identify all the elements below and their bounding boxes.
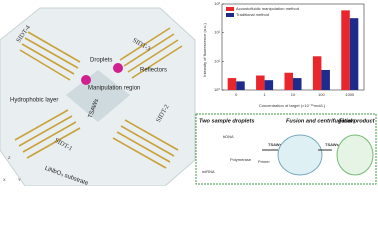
droplet xyxy=(113,63,123,73)
bar xyxy=(341,10,350,90)
legend-label: Acoustofluidic manipulation method xyxy=(236,6,299,11)
droplet xyxy=(277,134,323,176)
label: Manipulation region xyxy=(88,86,140,92)
y-tick-label: 10⁰ xyxy=(214,87,220,92)
y-tick-label: 10³ xyxy=(214,1,220,6)
bar xyxy=(256,75,265,90)
step: Two sample droplets xyxy=(199,118,254,124)
device-diagram: SIDT-4 SIDT-3 SIDT-2 SIDT-1 Droplets Ref… xyxy=(0,7,196,186)
legend-swatch xyxy=(226,13,234,17)
panel-border xyxy=(195,113,377,185)
x-axis-label: Concentration of target (×10⁻¹⁵mol/L) xyxy=(259,103,326,108)
step: Final product xyxy=(339,118,376,124)
axis-label: Z xyxy=(8,155,11,160)
legend-swatch xyxy=(226,7,234,11)
species: bDNA xyxy=(223,134,234,139)
bar xyxy=(293,78,302,90)
x-tick-label: 1 xyxy=(263,92,266,97)
bar xyxy=(236,81,245,90)
label: Hydrophobic layer xyxy=(10,98,58,104)
label: Reflectors xyxy=(140,68,167,74)
process-panel: Two sample droplets Fusion and centrifug… xyxy=(195,113,377,185)
droplet xyxy=(336,134,374,176)
axis-label: Y xyxy=(18,177,21,182)
x-tick-label: 0 xyxy=(235,92,238,97)
species: Polymerase xyxy=(230,157,252,162)
species: Primer xyxy=(258,159,270,164)
electrodes xyxy=(14,27,183,169)
bar-chart: Intensity of fluorescence (a.u.) Concent… xyxy=(202,1,365,108)
y-axis-label: Intensity of fluorescence (a.u.) xyxy=(202,23,207,77)
bar xyxy=(321,69,330,90)
bar xyxy=(312,56,322,90)
y-tick-label: 10² xyxy=(214,30,220,35)
bar xyxy=(349,18,359,91)
axis-label: X xyxy=(3,177,6,182)
switch: TSAWs ON xyxy=(268,142,289,147)
label: Droplets xyxy=(90,58,112,64)
bar xyxy=(284,72,293,90)
legend-label: Traditional method xyxy=(236,12,269,17)
y-tick-label: 10¹ xyxy=(214,58,220,63)
switch: TSAWs OFF xyxy=(325,142,348,147)
droplet xyxy=(81,75,91,85)
bar xyxy=(264,80,274,90)
figure: SIDT-4 SIDT-3 SIDT-2 SIDT-1 Droplets Ref… xyxy=(0,1,377,186)
x-tick-label: 10 xyxy=(291,92,296,97)
species: miRNA xyxy=(202,169,215,174)
bar xyxy=(227,78,237,90)
step: Fusion and centrifugation xyxy=(286,118,355,124)
x-tick-label: 100 xyxy=(318,92,325,97)
x-tick-label: 1000 xyxy=(345,92,355,97)
